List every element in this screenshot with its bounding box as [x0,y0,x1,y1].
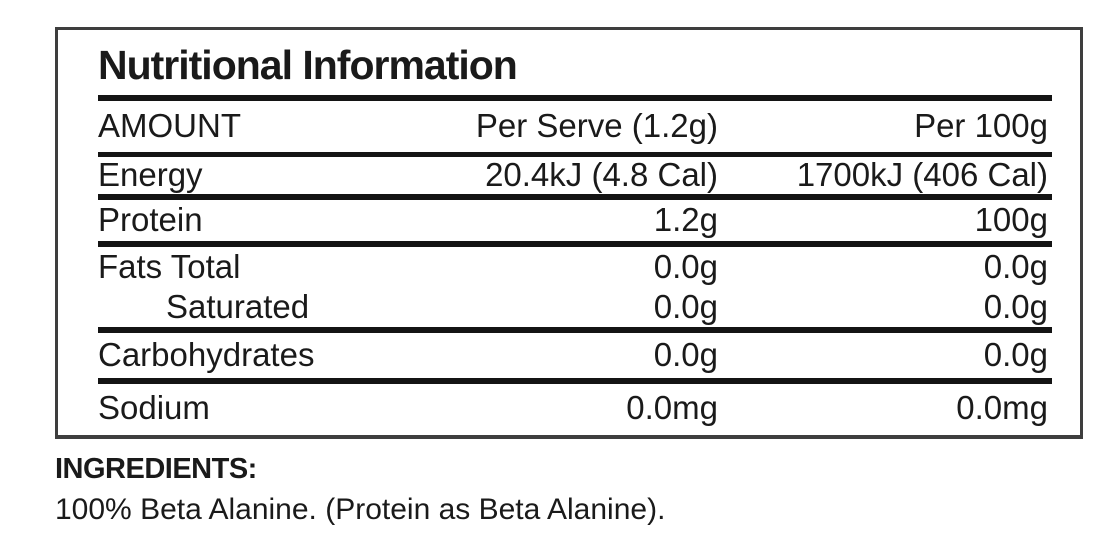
section-divider [98,152,1052,157]
table-row-sodium: Sodium 0.0mg 0.0mg [98,384,1052,433]
panel-title: Nutritional Information [98,42,518,88]
section-divider [98,378,1052,384]
row-label: Fats Total [98,247,241,285]
table-row-protein: Protein 1.2g 100g [98,200,1052,241]
row-label: Carbohydrates [98,336,315,374]
row-per-100g-value: 0.0g [983,287,1048,325]
row-label: Protein [98,201,203,239]
row-per-serve-value: 0.0mg [626,389,718,427]
title-divider [98,95,1052,101]
row-label: Saturated [166,287,310,325]
row-per-serve-value: 0.0g [653,247,718,285]
row-per-100g-value: 100g [974,201,1048,239]
row-per-serve-value: 0.0g [653,287,718,325]
row-per-100g-value: 0.0mg [956,389,1048,427]
row-per-100g-value: 0.0g [983,247,1048,285]
row-per-100g-value: 1700kJ (406 Cal) [796,156,1048,194]
row-per-serve-value: 20.4kJ (4.8 Cal) [485,156,718,194]
table-row-carbohydrates: Carbohydrates 0.0g 0.0g [98,333,1052,378]
ingredients-text: 100% Beta Alanine. (Protein as Beta Alan… [55,493,666,526]
ingredients-heading: INGREDIENTS: [55,453,257,485]
table-row-energy: Energy 20.4kJ (4.8 Cal) 1700kJ (406 Cal) [98,157,1052,194]
table-row-fats-total: Fats Total 0.0g 0.0g [98,247,1052,287]
header-per-100g: Per 100g [914,107,1048,145]
ingredients-section: INGREDIENTS: 100% Beta Alanine. (Protein… [55,452,1055,529]
table-header-row: AMOUNT Per Serve (1.2g) Per 100g [98,101,1052,152]
row-per-100g-value: 0.0g [983,336,1048,374]
row-label: Sodium [98,389,210,427]
section-divider [98,194,1052,200]
section-divider [98,241,1052,247]
row-per-serve-value: 1.2g [653,201,718,239]
nutrition-panel: Nutritional Information AMOUNT Per Serve… [55,27,1083,439]
table-row-saturated: Saturated 0.0g 0.0g [98,287,1052,327]
header-per-serve: Per Serve (1.2g) [475,107,718,145]
section-divider [98,327,1052,333]
row-per-serve-value: 0.0g [653,336,718,374]
header-amount: AMOUNT [98,107,241,145]
row-label: Energy [98,156,203,194]
